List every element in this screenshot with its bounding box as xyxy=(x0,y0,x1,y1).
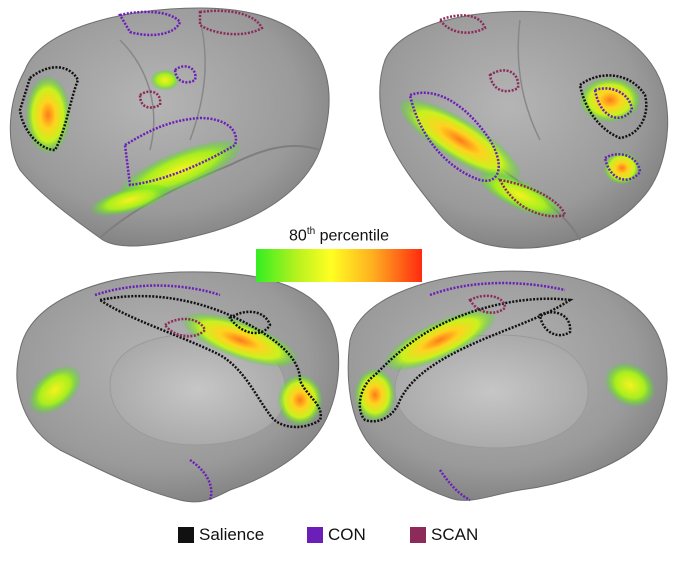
legend-label-salience: Salience xyxy=(199,525,265,544)
legend-item-scan: SCAN xyxy=(410,522,478,548)
colorbar-label-suffix: th xyxy=(306,226,316,237)
colorbar-label-number: 80 xyxy=(289,227,307,245)
legend-swatch-salience xyxy=(178,527,194,543)
right-lateral-hemisphere xyxy=(379,10,669,249)
colorbar-label-rest: percentile xyxy=(315,227,389,245)
legend: Salience CON SCAN xyxy=(0,522,678,548)
legend-swatch-scan xyxy=(410,527,426,543)
left-lateral-hemisphere xyxy=(9,7,330,247)
legend-label-con: CON xyxy=(328,525,366,544)
legend-item-con: CON xyxy=(307,522,366,548)
right-medial-hemisphere xyxy=(347,270,668,502)
left-medial-hemisphere xyxy=(16,271,340,503)
colorbar-label: 80th percentile xyxy=(256,226,422,245)
legend-item-salience: Salience xyxy=(178,522,264,548)
colorbar xyxy=(256,249,422,282)
legend-label-scan: SCAN xyxy=(431,525,479,544)
legend-swatch-con xyxy=(307,527,323,543)
